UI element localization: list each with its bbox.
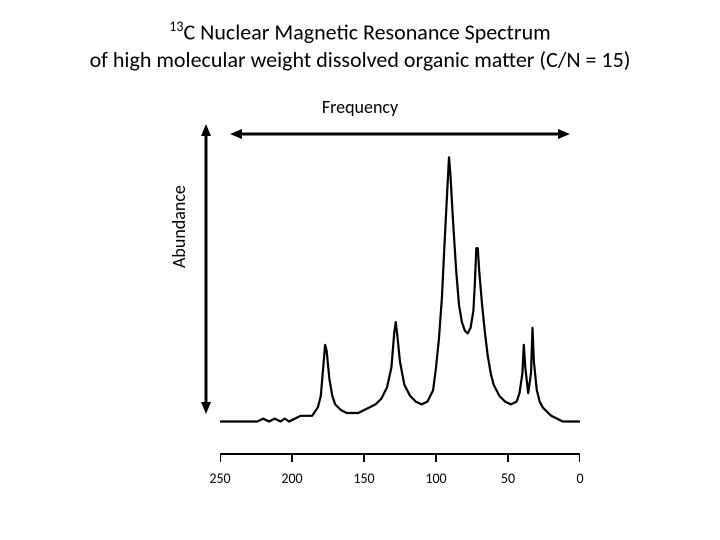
x-tick-label: 50 bbox=[501, 470, 515, 487]
nmr-spectrum bbox=[220, 140, 580, 440]
slide-root: 13C Nuclear Magnetic Resonance Spectrum … bbox=[0, 0, 720, 540]
title-block: 13C Nuclear Magnetic Resonance Spectrum … bbox=[0, 18, 720, 73]
x-axis-line bbox=[220, 452, 580, 468]
title-line-1: 13C Nuclear Magnetic Resonance Spectrum bbox=[0, 18, 720, 46]
x-axis: 250200150100500 bbox=[220, 452, 580, 492]
x-tick-label: 150 bbox=[353, 470, 374, 487]
abundance-label: Abundance bbox=[168, 185, 190, 268]
frequency-label: Frequency bbox=[0, 96, 720, 118]
x-tick-label: 100 bbox=[425, 470, 446, 487]
x-tick-label: 250 bbox=[209, 470, 230, 487]
abundance-arrow bbox=[196, 124, 216, 414]
title-line-2: of high molecular weight dissolved organ… bbox=[0, 46, 720, 74]
x-tick-label: 200 bbox=[281, 470, 302, 487]
x-tick-label: 0 bbox=[576, 470, 583, 487]
title-superscript: 13 bbox=[169, 18, 183, 35]
title-line1-text: C Nuclear Magnetic Resonance Spectrum bbox=[183, 18, 550, 45]
